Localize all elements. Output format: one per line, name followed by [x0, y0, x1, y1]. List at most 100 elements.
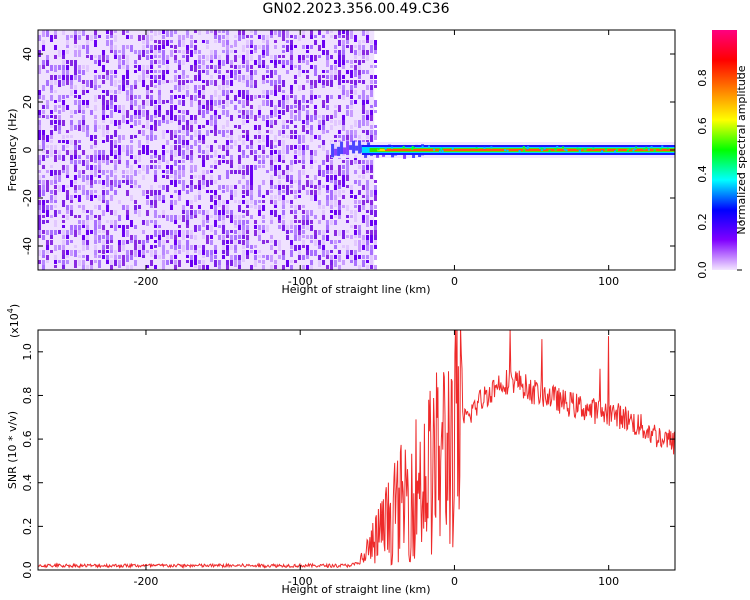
- noise-cell: [190, 35, 193, 39]
- noise-cell: [50, 150, 53, 157]
- noise-cell: [306, 100, 309, 103]
- signal-speck: [614, 150, 617, 153]
- noise-cell: [94, 30, 97, 36]
- signal-speck: [377, 148, 380, 151]
- noise-cell: [86, 160, 89, 165]
- noise-cell: [202, 135, 205, 140]
- noise-cell: [198, 135, 201, 140]
- noise-cell: [146, 115, 149, 120]
- noise-cell: [94, 70, 97, 73]
- noise-cell: [358, 75, 361, 79]
- noise-cell: [130, 85, 133, 91]
- noise-cell: [166, 100, 169, 103]
- noise-cell: [186, 210, 189, 217]
- noise-cell: [286, 200, 289, 203]
- noise-cell: [294, 230, 297, 236]
- noise-cell: [286, 145, 289, 152]
- noise-cell: [318, 30, 321, 35]
- noise-cell: [238, 65, 241, 69]
- noise-cell: [174, 95, 177, 99]
- noise-cell: [190, 45, 193, 48]
- noise-cell: [302, 125, 305, 132]
- noise-cell: [302, 85, 305, 90]
- noise-cell: [282, 50, 285, 53]
- noise-cell: [210, 240, 213, 245]
- noise-cell: [182, 245, 185, 252]
- x-tick-label: -100: [288, 575, 313, 588]
- noise-cell: [142, 240, 145, 247]
- noise-cell: [334, 245, 337, 249]
- noise-cell: [310, 65, 313, 69]
- noise-cell: [366, 170, 369, 173]
- noise-cell: [286, 120, 289, 123]
- noise-cell: [230, 90, 233, 93]
- signal-speck: [548, 149, 551, 152]
- noise-cell: [274, 165, 277, 171]
- noise-cell: [90, 155, 93, 162]
- noise-cell: [250, 105, 253, 109]
- noise-cell: [194, 75, 197, 81]
- noise-cell: [374, 205, 377, 209]
- noise-cell: [270, 30, 273, 35]
- noise-cell: [126, 240, 129, 244]
- noise-cell: [166, 260, 169, 265]
- noise-cell: [42, 215, 45, 218]
- noise-cell: [98, 180, 101, 184]
- noise-cell: [126, 180, 129, 185]
- noise-cell: [162, 195, 165, 201]
- noise-cell: [70, 140, 73, 145]
- noise-cell: [334, 220, 337, 225]
- noise-cell: [286, 170, 289, 175]
- noise-cell: [198, 95, 201, 98]
- noise-cell: [142, 245, 145, 251]
- noise-cell: [154, 200, 157, 207]
- noise-cell: [318, 180, 321, 185]
- noise-cell: [194, 255, 197, 261]
- noise-cell: [218, 85, 221, 90]
- noise-cell: [182, 35, 185, 41]
- noise-cell: [182, 85, 185, 90]
- noise-cell: [206, 65, 209, 69]
- noise-cell: [230, 115, 233, 121]
- noise-cell: [62, 50, 65, 56]
- noise-cell: [374, 180, 377, 183]
- noise-cell: [362, 220, 365, 223]
- snr-frame: [37, 329, 676, 571]
- noise-cell: [282, 175, 285, 179]
- noise-cell: [182, 95, 185, 99]
- noise-cell: [206, 145, 209, 148]
- noise-cell: [258, 135, 261, 139]
- noise-cell: [234, 245, 237, 250]
- noise-cell: [66, 75, 69, 80]
- noise-cell: [310, 210, 313, 216]
- noise-cell: [158, 230, 161, 235]
- noise-cell: [158, 155, 161, 160]
- noise-cell: [38, 220, 41, 226]
- noise-cell: [294, 125, 297, 128]
- noise-cell: [38, 230, 41, 236]
- noise-cell: [242, 250, 245, 255]
- noise-cell: [142, 35, 145, 42]
- noise-cell: [266, 240, 269, 243]
- noise-cell: [162, 185, 165, 190]
- noise-cell: [342, 65, 345, 69]
- noise-cell: [218, 60, 221, 65]
- noise-cell: [362, 175, 365, 179]
- noise-cell: [350, 260, 353, 263]
- noise-cell: [366, 265, 369, 270]
- noise-cell: [134, 160, 137, 164]
- noise-cell: [78, 70, 81, 74]
- noise-cell: [242, 155, 245, 158]
- noise-cell: [122, 120, 125, 123]
- noise-cell: [290, 65, 293, 70]
- noise-cell: [178, 40, 181, 47]
- noise-cell: [54, 220, 57, 227]
- noise-cell: [186, 190, 189, 194]
- noise-cell: [122, 80, 125, 85]
- noise-cell: [42, 40, 45, 45]
- noise-cell: [138, 65, 141, 71]
- noise-cell: [118, 65, 121, 69]
- noise-cell: [342, 125, 345, 131]
- noise-cell: [218, 75, 221, 79]
- noise-cell: [46, 230, 49, 235]
